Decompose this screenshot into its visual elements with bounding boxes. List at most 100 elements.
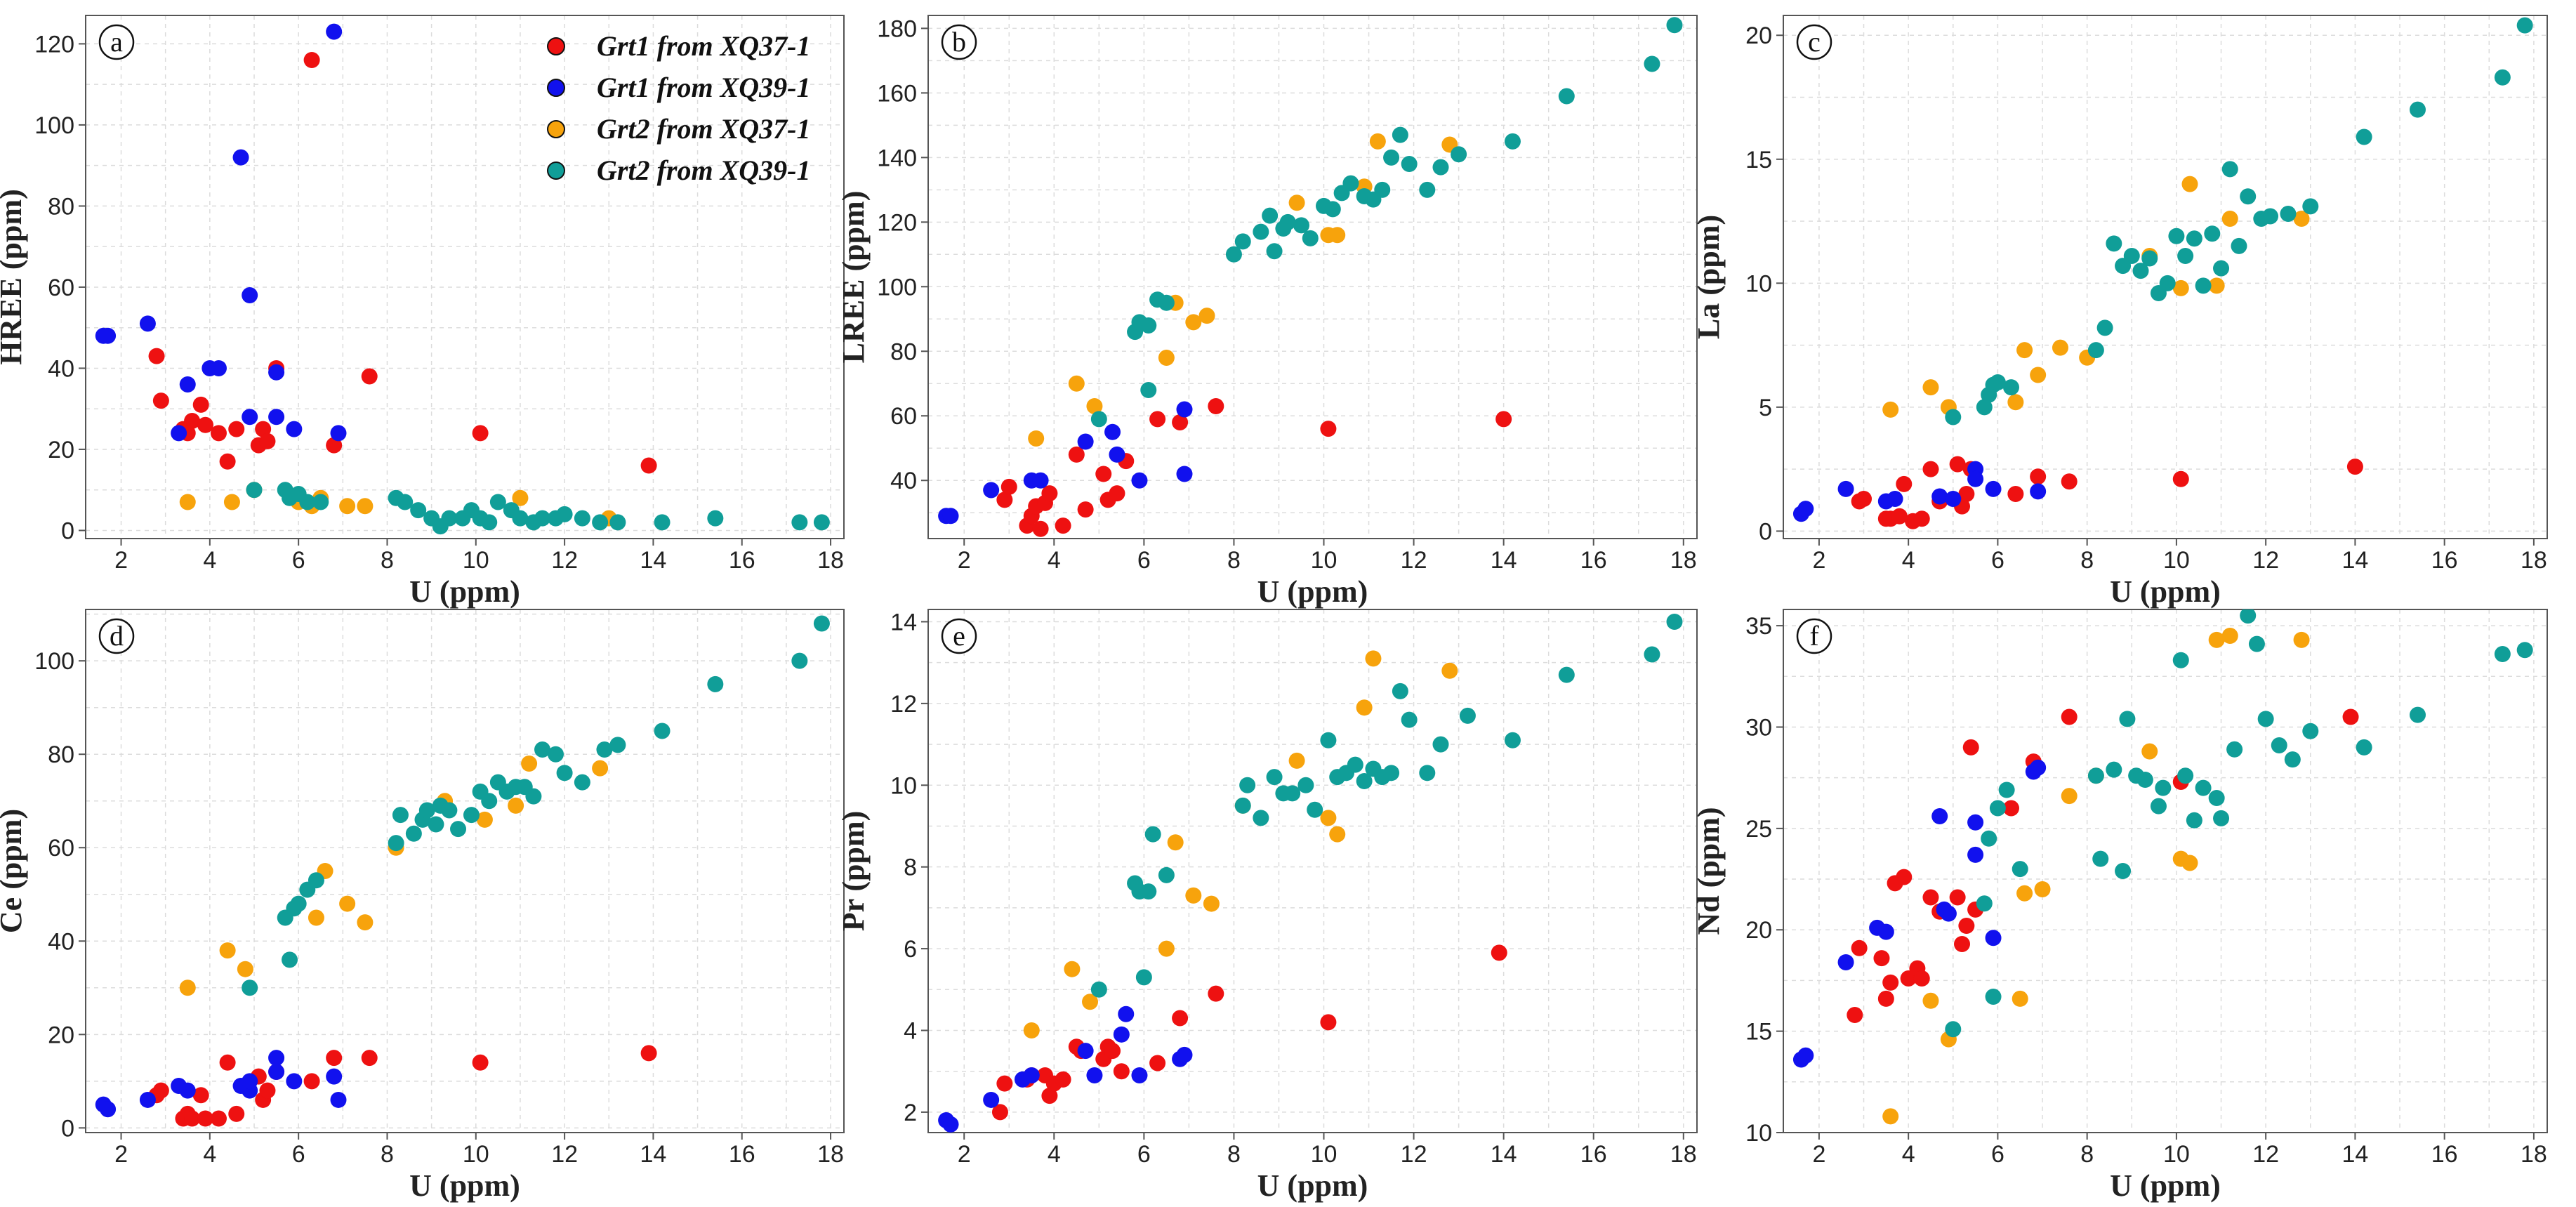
point-series-3 <box>2141 250 2158 267</box>
point-series-1 <box>983 1091 1000 1108</box>
y-tick-label: 160 <box>877 80 917 107</box>
point-series-3 <box>1392 126 1408 143</box>
point-series-0 <box>1962 739 1979 756</box>
point-series-3 <box>1225 246 1242 263</box>
point-series-1 <box>1967 470 1984 487</box>
point-series-0 <box>152 393 169 409</box>
point-series-3 <box>1284 785 1301 802</box>
point-series-3 <box>2168 227 2185 244</box>
point-series-0 <box>1495 411 1512 428</box>
y-tick-label: 20 <box>1745 22 1772 49</box>
point-series-2 <box>2061 788 2078 805</box>
point-series-3 <box>1135 969 1152 986</box>
panel-letter-circle <box>98 618 135 654</box>
point-series-3 <box>1324 201 1341 218</box>
point-series-3 <box>2106 761 2122 778</box>
point-series-3 <box>2115 863 2132 879</box>
point-series-3 <box>2240 609 2257 624</box>
point-series-0 <box>1491 944 1507 961</box>
point-series-2 <box>2030 367 2047 383</box>
point-series-0 <box>1922 461 1939 477</box>
point-series-1 <box>1077 1043 1094 1060</box>
point-series-1 <box>1797 1047 1814 1064</box>
point-series-0 <box>2002 800 2019 817</box>
point-series-3 <box>242 980 258 996</box>
x-tick-label: 6 <box>292 547 305 574</box>
point-series-3 <box>556 765 573 781</box>
point-series-1 <box>139 315 156 332</box>
point-series-2 <box>592 760 609 777</box>
point-series-0 <box>197 416 214 433</box>
point-series-3 <box>388 835 404 852</box>
point-series-2 <box>357 914 374 931</box>
x-tick-label: 14 <box>2341 1141 2368 1168</box>
point-series-0 <box>361 368 378 385</box>
point-series-0 <box>228 1105 245 1122</box>
point-series-3 <box>1666 613 1683 630</box>
plot-frame <box>1783 15 2548 539</box>
point-series-2 <box>521 756 538 772</box>
point-series-0 <box>1913 510 1930 527</box>
x-tick-label: 14 <box>1491 1141 1517 1168</box>
x-tick-label: 8 <box>2080 547 2094 574</box>
point-series-1 <box>268 364 285 381</box>
point-series-3 <box>2516 17 2533 34</box>
point-series-0 <box>1320 1014 1337 1031</box>
y-tick-label: 10 <box>1745 1120 1772 1147</box>
point-series-0 <box>1055 517 1071 534</box>
point-series-2 <box>1329 227 1346 244</box>
point-series-1 <box>1887 491 1903 508</box>
point-series-3 <box>2186 812 2202 829</box>
point-series-3 <box>1374 181 1391 198</box>
point-series-3 <box>1342 175 1359 192</box>
data-points <box>938 613 1683 1133</box>
y-tick-label: 10 <box>890 772 917 799</box>
point-series-3 <box>312 494 329 510</box>
point-series-3 <box>1981 830 1997 847</box>
x-axis-title: U (ppm) <box>409 1168 520 1203</box>
point-series-2 <box>2208 631 2225 648</box>
point-series-2 <box>2172 279 2189 296</box>
point-series-0 <box>1896 475 1913 492</box>
point-series-0 <box>1055 1071 1071 1088</box>
point-series-1 <box>1176 401 1193 418</box>
y-tick-label: 15 <box>1745 1019 1772 1046</box>
point-series-1 <box>242 286 258 303</box>
point-series-2 <box>1922 379 1939 396</box>
point-series-3 <box>1432 736 1449 753</box>
x-tick-label: 10 <box>463 547 489 574</box>
point-series-1 <box>1131 1067 1148 1084</box>
point-series-0 <box>1856 491 1872 508</box>
point-series-0 <box>1041 1088 1058 1104</box>
point-series-3 <box>574 774 590 791</box>
point-series-2 <box>1329 826 1346 843</box>
point-series-2 <box>1882 401 1899 418</box>
point-series-2 <box>308 909 324 926</box>
point-series-3 <box>1234 233 1251 250</box>
y-tick-label: 0 <box>61 1115 74 1142</box>
point-series-0 <box>303 1073 320 1090</box>
point-series-2 <box>476 811 493 828</box>
x-axis-title: U (ppm) <box>409 574 520 609</box>
point-series-1 <box>1931 488 1948 505</box>
point-series-0 <box>152 1082 169 1099</box>
x-tick-label: 4 <box>1902 1141 1915 1168</box>
point-series-1 <box>1023 1067 1040 1084</box>
point-series-0 <box>1882 974 1899 991</box>
point-series-0 <box>1954 935 1971 952</box>
x-tick-label: 18 <box>817 1141 844 1168</box>
point-series-3 <box>525 788 542 805</box>
x-tick-label: 2 <box>114 1141 128 1168</box>
point-series-1 <box>171 425 187 442</box>
point-series-3 <box>1976 399 1993 416</box>
y-tick-label: 0 <box>61 517 74 544</box>
point-series-3 <box>1144 826 1161 843</box>
point-series-3 <box>596 741 613 758</box>
legend-marker <box>547 120 565 138</box>
point-series-1 <box>1176 466 1193 482</box>
point-series-2 <box>512 489 529 506</box>
point-series-2 <box>179 980 196 996</box>
point-series-1 <box>1032 472 1049 489</box>
point-series-0 <box>1172 1010 1189 1027</box>
point-series-0 <box>148 348 165 364</box>
